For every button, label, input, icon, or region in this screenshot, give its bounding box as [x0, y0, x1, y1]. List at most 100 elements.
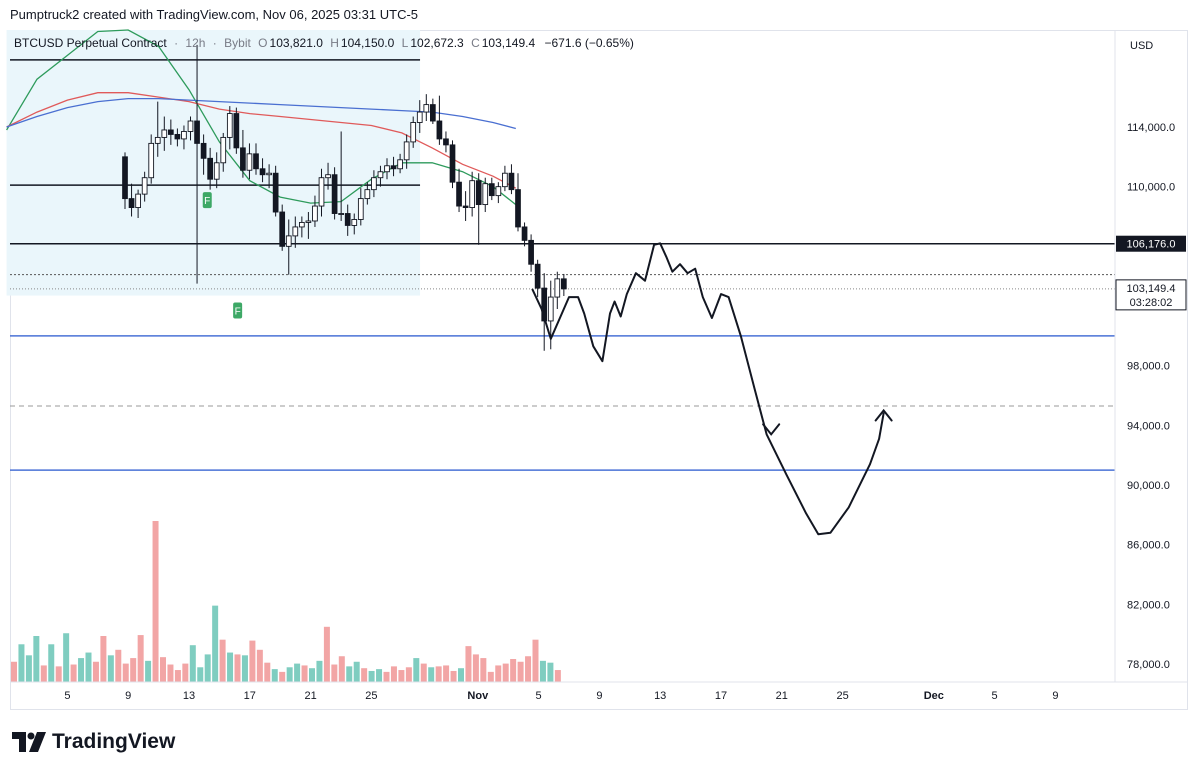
candle[interactable]: [384, 158, 390, 180]
candle[interactable]: [141, 171, 148, 202]
candle[interactable]: [541, 273, 548, 351]
candle[interactable]: [449, 140, 456, 189]
candle[interactable]: [351, 213, 358, 235]
candle[interactable]: [167, 119, 174, 145]
candle[interactable]: [246, 143, 253, 180]
candle[interactable]: [508, 164, 515, 195]
fractal-badge[interactable]: F: [233, 302, 243, 319]
candle-body: [233, 113, 240, 149]
symbol-legend[interactable]: BTCUSD Perpetual Contract · 12h · Bybit …: [14, 36, 634, 50]
price-tag[interactable]: 106,176.0: [1116, 235, 1186, 252]
candle[interactable]: [253, 143, 259, 175]
time-tick-label: Dec: [924, 690, 944, 702]
candle-body: [403, 141, 410, 161]
candle[interactable]: [194, 44, 200, 284]
candle[interactable]: [456, 168, 462, 213]
candle-body: [181, 131, 187, 140]
candle[interactable]: [154, 101, 161, 157]
candle[interactable]: [200, 134, 207, 175]
candle[interactable]: [436, 95, 443, 145]
candle[interactable]: [390, 156, 397, 177]
candle[interactable]: [430, 98, 436, 124]
candle[interactable]: [475, 173, 482, 245]
candle[interactable]: [495, 182, 502, 204]
candle[interactable]: [423, 94, 430, 122]
candle[interactable]: [220, 132, 227, 172]
candle[interactable]: [515, 173, 521, 232]
price-tick-label: 82,000.0: [1127, 599, 1170, 611]
candle[interactable]: [305, 212, 312, 239]
candle[interactable]: [331, 167, 338, 220]
time-tick-label: 9: [125, 690, 131, 702]
candle[interactable]: [187, 116, 194, 141]
candle[interactable]: [528, 234, 534, 272]
candle[interactable]: [259, 158, 266, 183]
candle[interactable]: [416, 100, 423, 133]
candle[interactable]: [482, 177, 489, 213]
candle[interactable]: [135, 189, 141, 218]
candle[interactable]: [213, 152, 220, 189]
candle[interactable]: [285, 219, 292, 275]
candle[interactable]: [226, 106, 233, 150]
candle[interactable]: [318, 168, 325, 217]
candle-body: [338, 213, 345, 215]
volume-bar: [11, 661, 17, 682]
candle[interactable]: [554, 271, 561, 310]
tradingview-logo[interactable]: TradingView: [12, 730, 175, 754]
volume-bar: [331, 664, 338, 682]
volume-bar: [48, 644, 55, 682]
candle[interactable]: [344, 204, 351, 236]
candle[interactable]: [181, 125, 187, 150]
candle[interactable]: [161, 116, 168, 151]
volume-bar: [182, 663, 189, 682]
change-value: −671.6 (−0.65%): [544, 36, 634, 50]
time-tick-label: 5: [64, 690, 70, 702]
candle[interactable]: [122, 152, 128, 210]
candle[interactable]: [443, 131, 449, 153]
candle-body: [462, 205, 469, 208]
currency-label[interactable]: USD: [1130, 40, 1153, 52]
candle[interactable]: [325, 162, 331, 190]
candle[interactable]: [521, 222, 528, 247]
candle[interactable]: [377, 165, 384, 187]
candle[interactable]: [410, 116, 417, 148]
candle[interactable]: [148, 134, 155, 184]
candle[interactable]: [364, 182, 371, 205]
volume-bar: [398, 670, 405, 682]
candle[interactable]: [534, 259, 541, 298]
volume-bar: [249, 640, 256, 682]
volume-bar: [286, 667, 293, 682]
fractal-badge[interactable]: F: [202, 192, 212, 209]
candle[interactable]: [502, 165, 508, 192]
candle[interactable]: [338, 131, 345, 221]
candle[interactable]: [128, 183, 135, 217]
candle[interactable]: [240, 129, 246, 178]
candle[interactable]: [292, 216, 299, 248]
candle[interactable]: [397, 153, 403, 174]
candle[interactable]: [299, 216, 305, 238]
candle[interactable]: [174, 128, 181, 147]
low-label: L: [401, 36, 409, 50]
candle[interactable]: [207, 147, 214, 190]
price-tag[interactable]: 103,149.4 03:28:02: [1115, 279, 1187, 311]
candle[interactable]: [233, 107, 240, 154]
volume-bar: [443, 665, 450, 682]
candle[interactable]: [462, 191, 469, 221]
candle[interactable]: [357, 188, 364, 226]
candle[interactable]: [279, 204, 286, 251]
volume-bar: [152, 521, 159, 682]
candle-body: [449, 144, 456, 183]
candle[interactable]: [488, 177, 495, 201]
candle[interactable]: [312, 195, 318, 227]
candle[interactable]: [371, 170, 377, 198]
volume-bar: [301, 665, 308, 682]
symbol-name[interactable]: BTCUSD Perpetual Contract: [14, 36, 167, 50]
candle-body: [541, 287, 548, 322]
chart-frame[interactable]: [10, 30, 1188, 710]
candle[interactable]: [272, 165, 279, 217]
candle[interactable]: [561, 273, 567, 296]
candle[interactable]: [469, 171, 476, 217]
candle[interactable]: [266, 164, 272, 189]
candle[interactable]: [403, 134, 410, 169]
